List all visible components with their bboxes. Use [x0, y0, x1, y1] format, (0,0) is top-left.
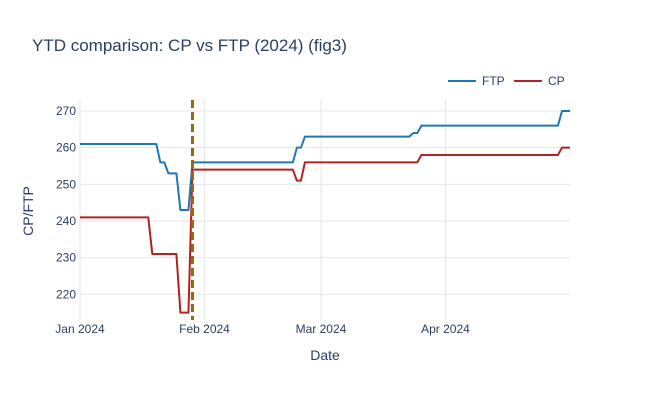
series-cp — [80, 146, 570, 314]
x-tick-label: Mar 2024 — [296, 322, 347, 336]
x-tick-labels: Jan 2024 Feb 2024 Mar 2024 Apr 2024 — [55, 322, 470, 336]
x-axis-title: Date — [310, 347, 340, 363]
y-tick-label: 270 — [56, 104, 76, 118]
series-line-ftp — [80, 110, 570, 211]
y-tick-label: 220 — [56, 287, 76, 301]
x-tick-label: Jan 2024 — [55, 322, 105, 336]
legend-item-cp[interactable]: CP — [514, 74, 565, 88]
legend-label: FTP — [482, 74, 505, 88]
y-tick-label: 250 — [56, 177, 76, 191]
legend-label: CP — [548, 74, 565, 88]
y-tick-label: 240 — [56, 214, 76, 228]
legend[interactable]: FTP CP — [448, 74, 565, 88]
x-tick-label: Feb 2024 — [179, 322, 230, 336]
y-tick-labels: 220 230 240 250 260 270 — [56, 104, 76, 301]
chart-title: YTD comparison: CP vs FTP (2024) (fig3) — [32, 36, 347, 55]
series-line-cp — [80, 146, 570, 314]
x-tick-label: Apr 2024 — [421, 322, 470, 336]
series-ftp — [80, 110, 570, 211]
series-lines — [80, 110, 570, 314]
y-axis-title: CP/FTP — [20, 186, 36, 236]
legend-item-ftp[interactable]: FTP — [448, 74, 505, 88]
y-tick-label: 260 — [56, 141, 76, 155]
gridlines — [79, 100, 570, 320]
y-tick-label: 230 — [56, 251, 76, 265]
